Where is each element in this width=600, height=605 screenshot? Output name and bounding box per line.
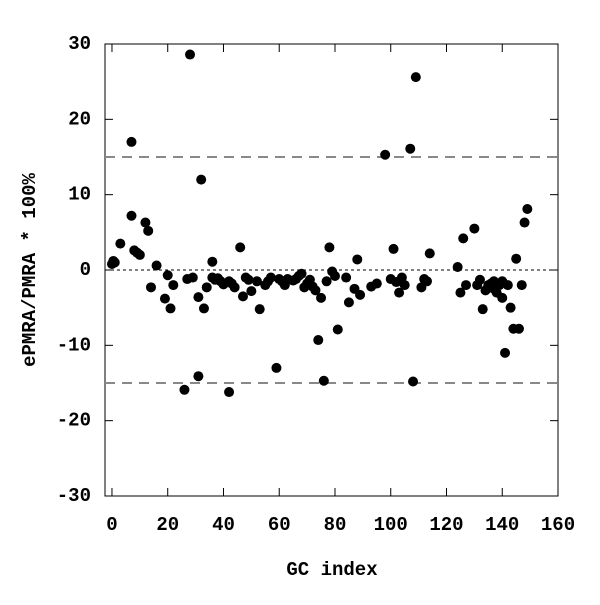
point (343, 297, 354, 308)
point (179, 384, 190, 395)
y-tick-label: 10 (68, 184, 91, 206)
point (522, 203, 533, 214)
point (296, 268, 307, 279)
point (271, 362, 282, 373)
y-axis-label: ePMRA/PMRA * 100% (19, 172, 41, 366)
point (313, 335, 324, 346)
point (109, 257, 120, 268)
point (497, 292, 508, 303)
point (410, 72, 421, 83)
point (455, 287, 466, 298)
y-tick-label: 0 (80, 259, 91, 281)
point (324, 242, 335, 253)
x-tick-label: 40 (212, 514, 235, 536)
point (115, 238, 126, 249)
x-tick-label: 120 (429, 514, 463, 536)
point (502, 280, 513, 291)
point (321, 276, 332, 287)
point (500, 347, 511, 358)
y-tick-label: 20 (68, 108, 91, 130)
x-tick-label: 0 (106, 514, 117, 536)
y-tick-label: -30 (57, 485, 91, 507)
x-tick-label: 60 (268, 514, 291, 536)
point (126, 136, 137, 147)
point (332, 324, 343, 335)
point (207, 256, 218, 267)
point (452, 261, 463, 272)
point (421, 276, 432, 287)
point (316, 292, 327, 303)
x-tick-label: 160 (541, 514, 575, 536)
point (341, 272, 352, 283)
point (394, 287, 405, 298)
y-tick-label: -10 (57, 334, 91, 356)
point (196, 174, 207, 185)
point (151, 260, 162, 271)
point (513, 323, 524, 334)
point (477, 304, 488, 315)
point (134, 249, 145, 260)
point (165, 303, 176, 314)
point (461, 280, 472, 291)
x-tick-label: 80 (324, 514, 347, 536)
point (193, 292, 204, 303)
point (371, 278, 382, 289)
point (380, 149, 391, 160)
point (126, 210, 137, 221)
point (193, 371, 204, 382)
point (251, 276, 262, 287)
x-tick-label: 100 (374, 514, 408, 536)
point (469, 223, 480, 234)
point (145, 282, 156, 293)
point (511, 253, 522, 264)
point (329, 271, 340, 282)
point (505, 302, 516, 313)
point (355, 289, 366, 300)
point (243, 274, 254, 285)
point (224, 387, 235, 398)
point (388, 243, 399, 254)
point (198, 303, 209, 314)
point (201, 282, 212, 293)
point (399, 280, 410, 291)
point (424, 248, 435, 259)
point (254, 304, 265, 315)
point (310, 285, 321, 296)
point (265, 272, 276, 283)
point (237, 291, 248, 302)
point (318, 375, 329, 386)
point (516, 280, 527, 291)
y-tick-label: -20 (57, 410, 91, 432)
x-tick-label: 20 (156, 514, 179, 536)
point (519, 217, 530, 228)
point (405, 143, 416, 154)
x-axis-label: GC index (286, 559, 377, 581)
point (474, 274, 485, 285)
x-tick-label: 140 (485, 514, 519, 536)
y-tick-label: 30 (68, 33, 91, 55)
point (140, 217, 151, 228)
point (246, 286, 257, 297)
point (187, 272, 198, 283)
point (458, 233, 469, 244)
point (408, 376, 419, 387)
point (185, 49, 196, 60)
point (235, 242, 246, 253)
point (162, 270, 173, 281)
point (143, 225, 154, 236)
point (396, 272, 407, 283)
point (168, 280, 179, 291)
point (229, 282, 240, 293)
point (352, 254, 363, 265)
point (159, 293, 170, 304)
